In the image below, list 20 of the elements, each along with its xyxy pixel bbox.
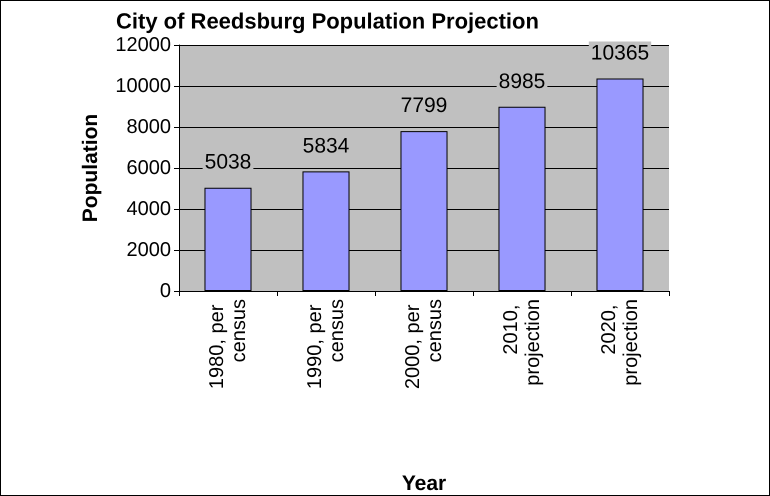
x-axis-title: Year [402,472,446,495]
x-tick-label: 1980, per census [206,299,250,390]
data-label: 8985 [498,70,546,93]
y-axis-title: Population [79,114,102,222]
data-label: 10365 [590,42,650,65]
data-label: 7799 [400,94,448,118]
chart-title: City of Reedsburg Population Projection [116,8,539,34]
x-tick-label: 2020, projection [598,299,642,386]
data-label: 5038 [204,150,252,174]
x-tick-label: 2010, projection [500,299,544,386]
y-tick-label: 0 [160,280,171,302]
y-tick-label: 6000 [126,157,171,179]
y-tick-label: 2000 [126,239,171,261]
y-tick-label: 8000 [126,116,171,138]
y-tick-label: 10000 [115,75,171,97]
y-tick-label: 12000 [115,34,171,56]
data-label: 5834 [302,134,350,158]
x-tick-label: 2000, per census [402,299,446,390]
y-tick-label: 4000 [126,198,171,220]
x-tick-label: 1990, per census [304,299,348,390]
